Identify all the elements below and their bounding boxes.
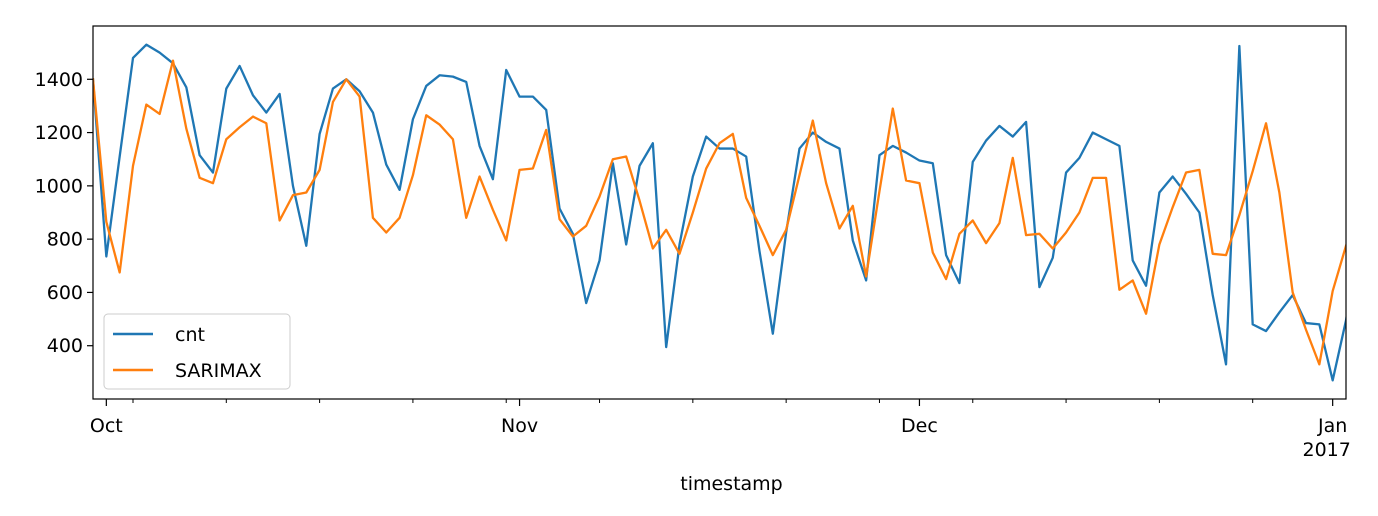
legend-label-sarimax: SARIMAX: [175, 360, 262, 382]
x-tick-label: Dec: [901, 415, 938, 437]
y-axis: 400 600 800 1000 1200 1400: [35, 69, 93, 357]
legend-label-cnt: cnt: [175, 324, 205, 346]
y-tick-label: 800: [47, 229, 83, 251]
y-tick-label: 1000: [35, 175, 83, 197]
x-tick-label: Jan: [1317, 415, 1347, 437]
axes-frame: [92, 25, 1347, 400]
x-tick-label-year: 2017: [1302, 439, 1350, 461]
x-tick-label: Oct: [90, 415, 123, 437]
y-tick-label: 400: [47, 335, 83, 357]
series-line-sarimax: [93, 59, 1346, 366]
y-tick-label: 1200: [35, 122, 83, 144]
x-tick-label: Nov: [501, 415, 538, 437]
series-lines: [93, 43, 1346, 382]
legend: cnt SARIMAX: [103, 313, 291, 390]
series-line-cnt: [93, 43, 1346, 382]
x-axis-label: timestamp: [680, 473, 783, 495]
y-tick-label: 1400: [35, 69, 83, 91]
y-tick-label: 600: [47, 282, 83, 304]
